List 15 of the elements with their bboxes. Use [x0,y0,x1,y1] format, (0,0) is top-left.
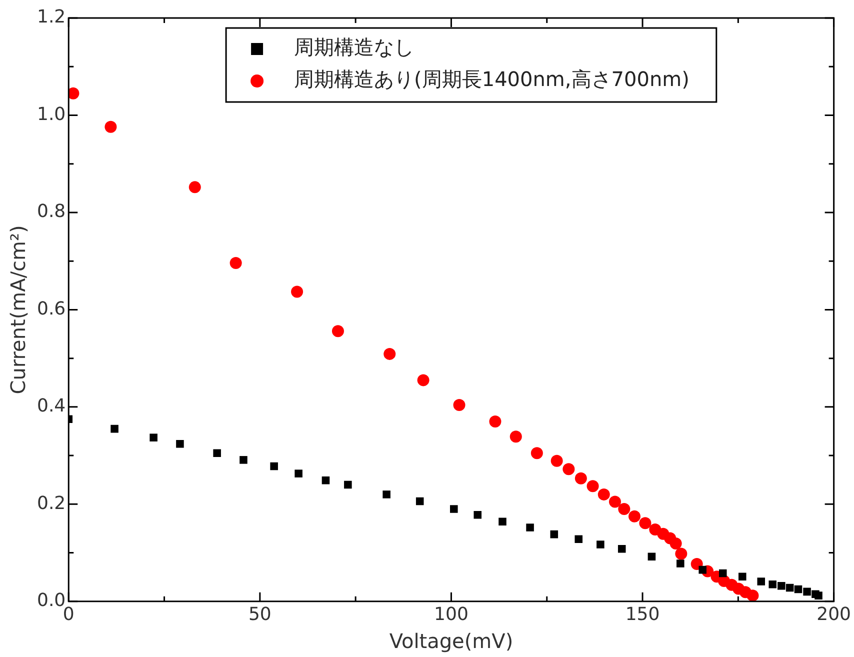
y-tick-label: 0.6 [36,298,66,320]
x-tick-label: 100 [434,604,468,625]
x-tick-label: 200 [816,604,851,625]
legend-label: 周期構造あり(周期長1400nm,高さ700nm) [294,67,690,92]
y-tick-label: 0.2 [36,492,66,514]
x-axis-title: Voltage(mV) [389,629,514,654]
y-axis-title: Current(mA/cm²) [6,225,30,394]
y-tick-label: 0.4 [36,396,66,417]
x-tick-label: 50 [248,604,272,625]
y-tick-label: 1.2 [36,6,66,28]
x-tick-label: 150 [625,604,660,625]
y-tick-label: 0.8 [36,201,66,222]
legend-label: 周期構造なし [294,35,414,60]
y-tick-label: 1.0 [36,104,66,125]
x-tick-label: 0 [62,604,74,625]
